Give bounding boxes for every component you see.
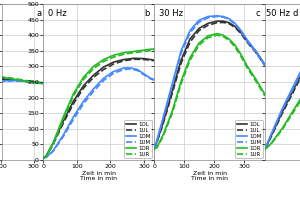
Text: c: c — [256, 9, 261, 18]
Legend: 1OL, 1UL, 1OM, 1UM, 1OR, 1UR: 1OL, 1UL, 1OM, 1UM, 1OR, 1UR — [124, 120, 152, 158]
Text: b: b — [144, 9, 150, 18]
X-axis label: Zeit in min
Time in min: Zeit in min Time in min — [80, 171, 117, 181]
Text: 30 Hz: 30 Hz — [158, 9, 182, 18]
X-axis label: Zeit in min
Time in min: Zeit in min Time in min — [191, 171, 228, 181]
Text: 0 Hz: 0 Hz — [47, 9, 66, 18]
Text: 50 Hz: 50 Hz — [266, 9, 290, 18]
Legend: 1OL, 1UL, 1OM, 1UM, 1OR, 1UR: 1OL, 1UL, 1OM, 1UM, 1OR, 1UR — [236, 120, 263, 158]
Text: d: d — [293, 9, 298, 18]
Text: a: a — [36, 9, 41, 18]
